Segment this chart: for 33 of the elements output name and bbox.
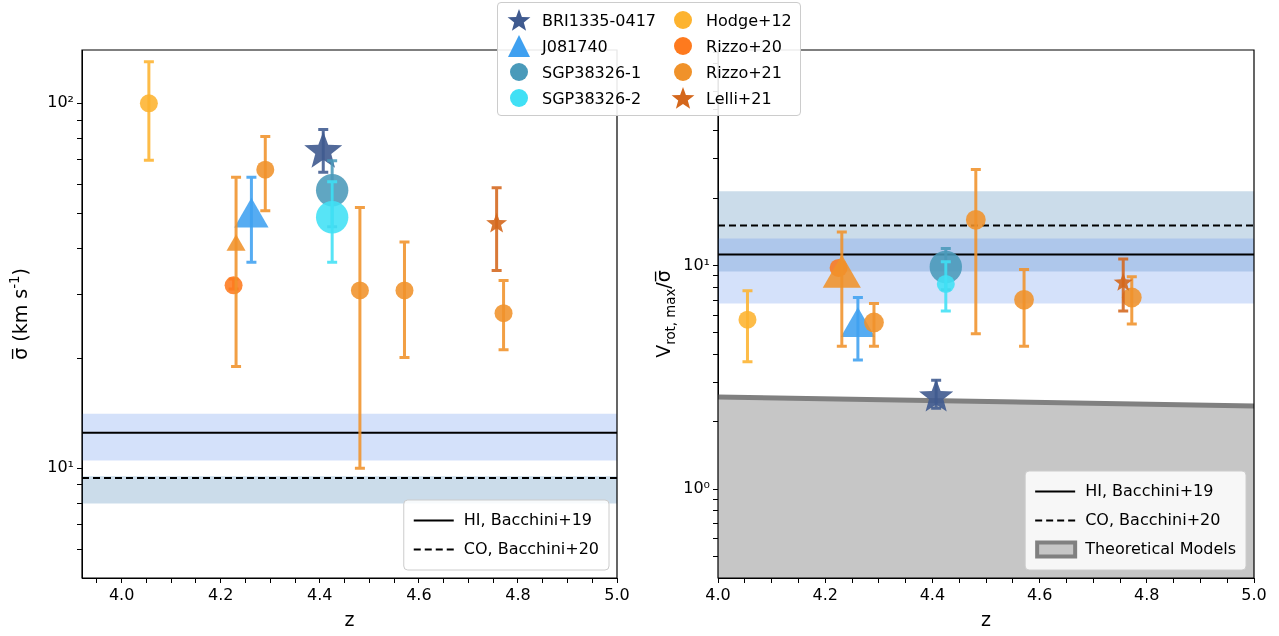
- legend-label: Rizzo+21: [706, 62, 782, 82]
- x-tick-label: 4.6: [406, 584, 432, 604]
- legend-label: BRI1335-0417: [542, 10, 657, 30]
- x-tick-label: 4.6: [1026, 584, 1053, 604]
- x-tick-label: 4.0: [705, 584, 731, 604]
- legend-label: J081740: [542, 36, 608, 56]
- y-tick-label: 10¹: [683, 254, 710, 274]
- legend-label: SGP38326-1: [542, 62, 642, 82]
- legend-label: Lelli+21: [706, 88, 772, 108]
- x-tick-label: 4.8: [505, 584, 531, 604]
- legend-label: SGP38326-2: [542, 88, 642, 108]
- legend-label: HI, Bacchini+19: [1085, 480, 1214, 500]
- x-tick-label: 4.8: [1134, 584, 1160, 604]
- x-tick-label: 4.4: [919, 584, 946, 604]
- y-tick-label: 10²: [47, 92, 74, 112]
- legend-label: HI, Bacchini+19: [463, 509, 592, 529]
- legend-label: Theoretical Models: [1084, 538, 1236, 558]
- x-axis-title: z: [981, 607, 992, 630]
- x-tick-label: 4.0: [108, 584, 135, 604]
- y-tick-label: 10⁰: [683, 478, 710, 498]
- legend-label: Rizzo+20: [706, 36, 782, 56]
- x-tick-label: 5.0: [604, 584, 630, 604]
- x-tick-label: 4.4: [307, 584, 333, 604]
- x-tick-label: 4.2: [207, 584, 234, 604]
- legend-label: CO, Bacchini+20: [1085, 509, 1221, 529]
- x-tick-label: 4.2: [812, 584, 838, 604]
- legend-label: CO, Bacchini+20: [463, 538, 599, 558]
- y-tick-label: 10¹: [47, 457, 74, 477]
- legend-label: Hodge+12: [706, 10, 792, 30]
- y-axis-title: σ̅ (km s-1): [6, 268, 31, 360]
- x-axis-title: z: [344, 607, 355, 630]
- y-axis-title: Vrot, max/σ̅: [651, 270, 679, 358]
- x-tick-label: 5.0: [1241, 584, 1267, 604]
